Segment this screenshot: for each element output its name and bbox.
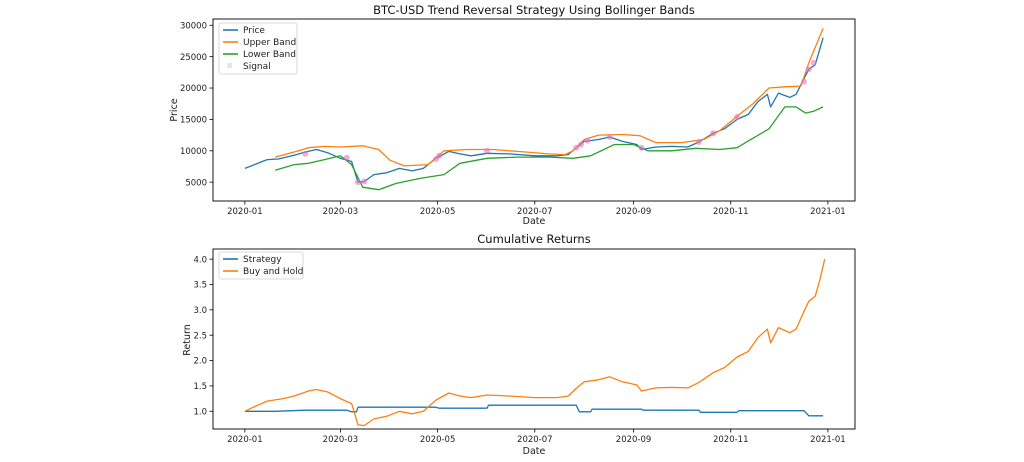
price-x-tick-label: 2020-01 — [227, 207, 263, 217]
price-plot-frame — [212, 18, 856, 202]
price-x-tick-label: 2020-11 — [713, 207, 749, 217]
returns-chart: Cumulative Returns 1.0 1.5 2.0 2.5 3.0 3.5 4.0… — [182, 232, 856, 457]
price-y-tick-label: 15000 — [180, 116, 207, 126]
returns-x-ticks: 2020-01 2020-03 2020-05 2020-07 2020-09 2020-… — [227, 429, 846, 445]
signal-marker — [606, 134, 613, 140]
signal-marker — [343, 154, 350, 161]
returns-series-line-1 — [244, 258, 826, 427]
returns-x-tick-label: 2020-09 — [616, 435, 652, 445]
returns-y-tick-label: 3.0 — [193, 306, 207, 316]
signal-marker — [355, 179, 361, 186]
signal-marker — [584, 137, 591, 144]
signal-marker — [734, 113, 741, 120]
returns-y-tick-label: 2.0 — [193, 357, 207, 367]
returns-legend-box — [218, 251, 304, 280]
returns-series-line-0 — [244, 404, 824, 417]
signal-marker — [801, 78, 807, 85]
price-y-tick-label: 30000 — [180, 21, 207, 31]
price-legend: Price Upper Band Lower Band Signal — [218, 22, 298, 75]
price-y-ticks: 5000 10000 15000 20000 25000 30000 — [180, 21, 213, 188]
returns-y-tick-label: 1.0 — [193, 407, 207, 417]
legend-upper-band-label: Upper Band — [243, 38, 296, 48]
returns-chart-title: Cumulative Returns — [477, 232, 590, 246]
signal-marker — [302, 150, 309, 157]
price-x-ticks: 2020-01 2020-03 2020-05 2020-07 2020-09 2020-… — [227, 201, 846, 217]
returns-x-tick-label: 2020-03 — [323, 435, 359, 445]
price-y-axis-label: Price — [169, 98, 180, 121]
signal-marker — [638, 144, 645, 151]
signal-marker — [695, 139, 702, 145]
price-y-tick-label: 25000 — [180, 53, 207, 63]
legend-signal-swatch — [227, 63, 232, 68]
returns-y-axis-label: Return — [182, 324, 193, 356]
returns-legend: Strategy Buy and Hold — [218, 251, 304, 280]
price-x-tick-label: 2020-07 — [517, 207, 553, 217]
price-x-tick-label: 2020-05 — [420, 207, 456, 217]
returns-plot-area — [244, 258, 826, 427]
price-x-tick-label: 2020-09 — [616, 207, 652, 217]
legend-strategy-label: Strategy — [243, 255, 282, 265]
returns-x-axis-label: Date — [523, 446, 546, 457]
price-y-tick-label: 10000 — [180, 147, 207, 157]
price-x-axis-label: Date — [523, 216, 546, 227]
legend-lower-band-label: Lower Band — [243, 50, 296, 60]
returns-x-tick-label: 2020-07 — [517, 435, 553, 445]
returns-y-tick-label: 4.0 — [193, 255, 207, 265]
price-chart: BTC-USD Trend Reversal Strategy Using Bo… — [169, 3, 856, 227]
price-series-line-1 — [274, 28, 824, 167]
returns-x-tick-label: 2020-05 — [420, 435, 456, 445]
signal-marker — [578, 141, 584, 148]
signal-marker — [810, 59, 817, 66]
signal-marker — [484, 147, 490, 154]
returns-x-tick-label: 2020-11 — [713, 435, 749, 445]
price-y-tick-label: 20000 — [180, 84, 207, 94]
returns-x-tick-label: 2021-01 — [810, 435, 846, 445]
price-series-line-2 — [274, 106, 824, 191]
returns-plot-frame — [212, 248, 856, 430]
price-y-tick-label: 5000 — [185, 178, 207, 188]
price-legend-box — [218, 22, 298, 75]
legend-price-label: Price — [243, 26, 265, 36]
returns-y-tick-label: 3.5 — [193, 281, 207, 291]
price-series-line-0 — [244, 37, 824, 183]
legend-signal-label: Signal — [243, 62, 271, 72]
price-x-tick-label: 2020-03 — [323, 207, 359, 217]
signal-marker — [805, 66, 812, 73]
signal-marker — [710, 130, 717, 137]
price-chart-title: BTC-USD Trend Reversal Strategy Using Bo… — [373, 3, 695, 17]
signal-marker — [573, 144, 580, 151]
returns-y-tick-label: 2.5 — [193, 331, 207, 341]
returns-y-tick-label: 1.5 — [193, 382, 207, 392]
signal-marker — [436, 152, 443, 159]
signal-marker — [361, 178, 368, 185]
returns-x-tick-label: 2020-01 — [227, 435, 263, 445]
price-plot-area — [244, 28, 824, 191]
price-x-tick-label: 2021-01 — [810, 207, 846, 217]
legend-buy-and-hold-label: Buy and Hold — [243, 267, 303, 277]
returns-y-ticks: 1.0 1.5 2.0 2.5 3.0 3.5 4.0 — [193, 255, 213, 417]
